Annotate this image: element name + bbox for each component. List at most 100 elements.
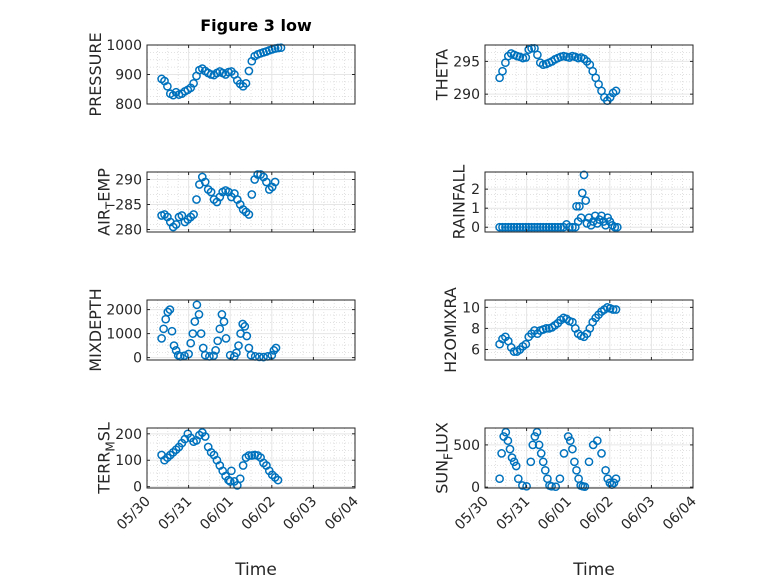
data-point [192, 300, 202, 310]
data-point [568, 222, 577, 232]
data-point [509, 222, 519, 232]
data-point [580, 482, 590, 492]
data-point [269, 346, 279, 355]
data-point [541, 222, 551, 232]
data-point [513, 474, 523, 484]
y-axis-label: PRESSURE [86, 32, 105, 116]
data-point [227, 466, 236, 476]
data-point [541, 324, 551, 333]
data-point [584, 457, 594, 467]
y-tick-label: 200 [115, 427, 142, 443]
data-point [196, 329, 206, 338]
y-tick-label: 0 [133, 351, 142, 367]
data-point [530, 222, 539, 232]
y-tick-label: 295 [453, 54, 480, 70]
data-point [540, 465, 550, 475]
data-point [535, 222, 545, 232]
data-point [244, 66, 254, 76]
y-tick-label: 2 [471, 182, 480, 198]
data-point [612, 222, 622, 232]
data-point [495, 474, 504, 484]
data-point [533, 222, 542, 232]
data-point [240, 322, 250, 331]
axes-box [484, 44, 694, 105]
data-point [273, 475, 283, 485]
y-tick-label: 8 [471, 321, 480, 337]
data-point [538, 457, 548, 467]
data-point [211, 346, 220, 355]
x-axis-label-right: Time [572, 560, 615, 580]
y-axis-label: RAINFALL [450, 165, 469, 240]
y-axis-label: SUNFLUX [433, 422, 456, 494]
data-point [498, 222, 507, 232]
data-point [503, 436, 513, 446]
data-point [521, 53, 531, 62]
axes-box [484, 171, 694, 233]
axes-box [146, 427, 356, 489]
data-point [515, 222, 525, 232]
data-point [242, 331, 252, 341]
data-point [534, 440, 544, 450]
data-point [509, 457, 519, 467]
data-point [521, 222, 531, 232]
data-point [550, 222, 560, 232]
y-tick-label: 0 [471, 480, 480, 496]
y-tick-label: 290 [115, 173, 142, 189]
data-point [497, 449, 506, 458]
data-point [189, 78, 198, 88]
data-point [512, 222, 522, 232]
data-point [522, 481, 531, 491]
data-point [565, 222, 574, 232]
data-point [527, 222, 536, 232]
data-point [575, 201, 584, 211]
data-point [273, 43, 283, 53]
data-point [547, 481, 556, 491]
y-tick-label: 290 [453, 87, 480, 103]
data-point [188, 329, 198, 338]
data-point [518, 481, 527, 490]
data-series [495, 303, 621, 356]
data-point [194, 310, 204, 319]
data-point [238, 319, 248, 329]
data-point [244, 210, 254, 219]
data-series [157, 170, 280, 232]
data-series [157, 428, 283, 490]
y-tick-label: 800 [115, 97, 142, 113]
data-point [262, 177, 271, 187]
data-point [551, 482, 561, 492]
data-point [570, 457, 579, 467]
data-point [610, 222, 620, 232]
data-point [524, 222, 534, 232]
y-tick-label: 1 [471, 201, 480, 217]
y-tick-label: 500 [453, 438, 480, 454]
data-series [157, 43, 286, 100]
data-point [246, 350, 256, 360]
data-point [581, 196, 591, 205]
data-point [495, 222, 504, 232]
data-point [555, 474, 565, 484]
data-point [601, 465, 610, 475]
data-point [192, 195, 201, 204]
data-point [507, 453, 517, 462]
data-point [568, 444, 577, 454]
data-series [495, 43, 621, 106]
grid [484, 172, 694, 232]
y-tick-label: 900 [115, 68, 142, 84]
data-point [200, 350, 210, 360]
data-point [501, 427, 511, 437]
data-point [163, 81, 172, 91]
y-axis-label: H2OMIXRA [441, 287, 460, 373]
data-point [521, 339, 531, 349]
data-point [186, 338, 196, 348]
data-point [244, 451, 254, 460]
data-point [563, 432, 573, 441]
data-point [572, 201, 581, 211]
data-point [611, 305, 621, 314]
y-tick-label: 10 [462, 300, 480, 316]
data-point [608, 305, 618, 314]
y-tick-label: 6 [471, 342, 480, 358]
data-point [157, 334, 166, 343]
